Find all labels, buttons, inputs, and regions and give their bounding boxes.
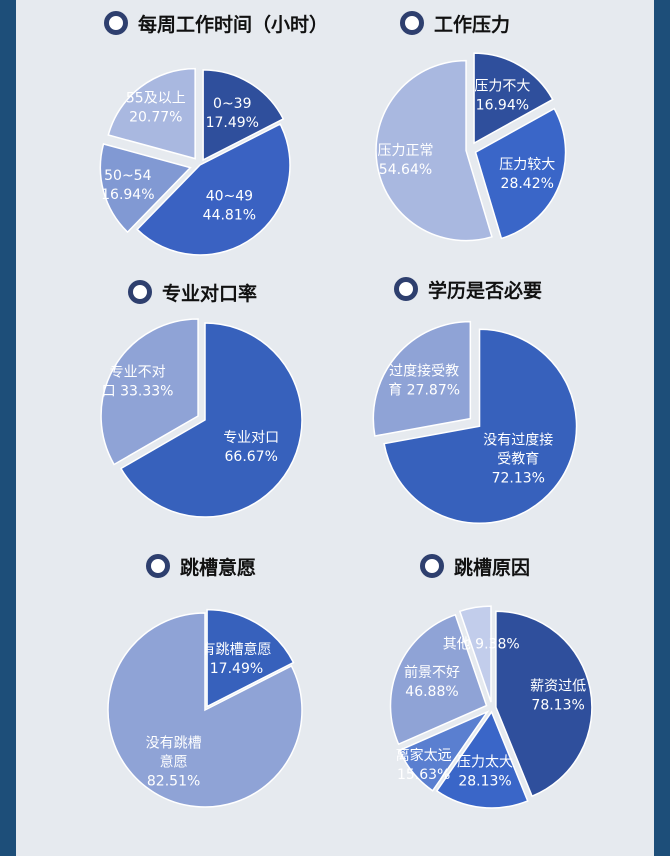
pie-slice-label: 55及以上 20.77% (126, 91, 186, 126)
title-bullet-icon (420, 554, 444, 578)
pie-slice-label: 薪资过低 78.13% (530, 679, 586, 714)
pie-chart-4: 没有过度接受教育 72.13% 过度接受教育 27.87% (372, 320, 578, 524)
chart-title-text: 每周工作时间（小时） (138, 13, 329, 36)
pie-slice (202, 69, 285, 162)
pie-slice (458, 605, 492, 703)
title-bullet-icon (104, 11, 128, 35)
pie-slice-label: 压力不大 16.94% (474, 79, 530, 114)
pie-chart-3: 专业对口 66.67% 专业不对口 33.33% (100, 318, 303, 518)
title-bullet-icon (394, 277, 418, 301)
pie-slice-label: 40~49 44.81% (203, 188, 256, 223)
chart-title-text: 专业对口率 (162, 282, 258, 305)
pie-chart-6: 薪资过低 78.13% 压力太大 28.13%离家太远 15.63% 前景不好 46.88%… (389, 605, 593, 809)
pie-slice (435, 710, 529, 809)
pie-slice-label: 有跳槽意愿 17.49% (201, 641, 271, 677)
pie-slice-label: 其他 9.38% (443, 636, 520, 652)
chart-title-job-hopping-willingness: 跳槽意愿 (146, 551, 256, 581)
chart-title-weekly-hours: 每周工作时间（小时） (104, 8, 328, 38)
pie-slice (119, 322, 303, 518)
chart-title-education-necessity: 学历是否必要 (394, 274, 542, 304)
pie-slice (99, 143, 192, 234)
pie-slice-label: 专业不对口 33.33% (102, 365, 174, 400)
title-bullet-icon (128, 280, 152, 304)
pie-slice-label: 50~54 16.94% (101, 168, 154, 203)
pie-slice (136, 123, 291, 256)
pie-slice (100, 318, 199, 466)
pie-slice (107, 67, 196, 160)
chart-title-major-match: 专业对口率 (128, 277, 257, 307)
chart-title-text: 工作压力 (434, 13, 511, 36)
pie-slice-label: 前景不好 46.88% (404, 664, 460, 700)
pie-chart-5: 有跳槽意愿 17.49% 没有跳槽意愿 82.51% (107, 608, 303, 808)
pie-chart-2: 压力不大 16.94% 压力较大 28.42% 压力正常 54.64% (375, 52, 567, 242)
chart-title-text: 跳槽原因 (454, 556, 531, 579)
pie-slice-label: 压力较大 28.42% (499, 157, 555, 192)
pie-slice-label: 没有跳槽意愿 82.51% (146, 735, 202, 789)
pie-slice-label: 离家太远 15.63% (396, 747, 452, 783)
chart-title-job-hopping-reasons: 跳槽原因 (420, 551, 530, 581)
pie-slice-label: 压力太大 28.13% (457, 755, 513, 790)
pie-slice (107, 612, 303, 808)
pie-chart-1: 0~39 17.49% 40~49 44.81% 50~54 16.94% 55及以上 20.… (99, 67, 291, 256)
pie-slice-label: 过度接受教育 27.87% (388, 363, 460, 399)
pie-slice (474, 107, 567, 240)
pie-slice-label: 0~39 17.49% (206, 96, 259, 131)
pie-slice (375, 59, 493, 242)
pie-slice (372, 320, 472, 437)
title-bullet-icon (400, 11, 424, 35)
title-bullet-icon (146, 554, 170, 578)
pie-slice (383, 328, 578, 524)
chart-title-work-pressure: 工作压力 (400, 8, 510, 38)
chart-title-text: 学历是否必要 (428, 279, 543, 302)
pie-slice (495, 610, 593, 798)
chart-title-text: 跳槽意愿 (180, 556, 257, 579)
pie-slice (206, 608, 295, 708)
pie-slice (389, 613, 488, 746)
pie-slice-label: 专业对口 66.67% (223, 430, 279, 465)
pie-slice-label: 压力正常 54.64% (377, 143, 433, 178)
pie-slice (473, 52, 554, 145)
pie-slice-label: 没有过度接受教育 72.13% (483, 432, 553, 487)
pie-slice (398, 710, 490, 792)
